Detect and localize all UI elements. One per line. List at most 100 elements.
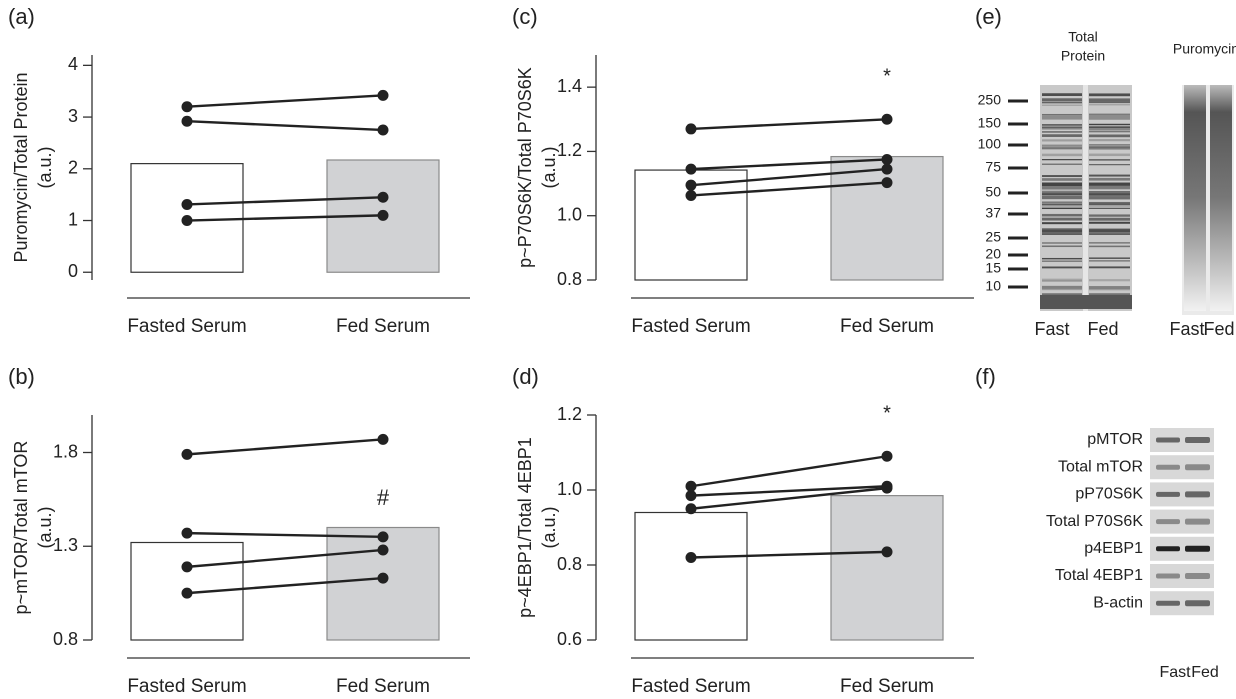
gel-band: [1042, 258, 1082, 259]
gel-band: [1089, 145, 1130, 146]
marker-label: 50: [985, 184, 1001, 200]
blot-band: [1156, 438, 1180, 443]
lane-label: Fed: [1087, 319, 1118, 339]
data-point: [378, 531, 389, 542]
blot-image: [1150, 428, 1214, 615]
y-axis-label: (a.u.): [35, 146, 55, 188]
chart-panel: (b)p~mTOR/Total mTOR(a.u.)0.81.31.8Faste…: [8, 364, 470, 697]
marker-tick: [1008, 213, 1028, 216]
gel-band: [1040, 295, 1132, 309]
x-tick-label: Fasted Serum: [631, 676, 750, 697]
y-axis-label: p~mTOR/Total mTOR: [11, 441, 31, 615]
marker-label: 250: [978, 92, 1002, 108]
gel-band: [1089, 203, 1130, 205]
lane-label: Fed: [1203, 319, 1234, 339]
bar: [831, 157, 943, 280]
blot-band: [1156, 601, 1180, 606]
x-tick-label: Fasted Serum: [127, 676, 246, 697]
row-label: Total mTOR: [1058, 458, 1143, 475]
gel-band: [1089, 164, 1130, 165]
gel-band: [1042, 178, 1082, 181]
gel-band: [1042, 105, 1082, 106]
bar: [327, 528, 439, 641]
y-tick-label: 1.0: [557, 479, 582, 499]
panel-label: (a): [8, 4, 35, 29]
y-tick-label: 4: [68, 54, 78, 74]
data-point: [182, 449, 193, 460]
data-point: [378, 434, 389, 445]
gel-band: [1089, 139, 1130, 141]
blot-band: [1185, 437, 1210, 443]
data-point: [686, 552, 697, 563]
gel-band: [1042, 214, 1082, 215]
lane-label: Fed: [1191, 664, 1219, 681]
gel-band: [1089, 266, 1130, 268]
paired-line: [691, 456, 887, 486]
gel-band: [1042, 245, 1082, 247]
blot-band: [1156, 465, 1180, 470]
gel-band: [1089, 148, 1130, 149]
row-label: B-actin: [1093, 594, 1143, 611]
gel-band: [1042, 145, 1082, 146]
gel-band: [1042, 196, 1082, 199]
y-tick-label: 0.6: [557, 629, 582, 649]
gel-band: [1042, 186, 1082, 189]
data-point: [182, 101, 193, 112]
blot-band: [1185, 464, 1210, 470]
data-point: [686, 123, 697, 134]
gel-band: [1089, 186, 1130, 189]
y-tick-label: 1.4: [557, 76, 582, 96]
blot-band: [1185, 573, 1210, 579]
data-point: [882, 164, 893, 175]
y-tick-label: 0.8: [53, 629, 78, 649]
data-point: [882, 114, 893, 125]
lane-label: Fast: [1159, 664, 1191, 681]
data-point: [378, 90, 389, 101]
chart-panel: (a)Puromycin/Total Protein(a.u.)01234Fas…: [8, 4, 470, 337]
marker-tick: [1008, 254, 1028, 257]
data-point: [378, 573, 389, 584]
blot-header: Protein: [1061, 48, 1105, 64]
figure: (a)Puromycin/Total Protein(a.u.)01234Fas…: [0, 0, 1236, 699]
gel-band: [1089, 192, 1130, 194]
data-point: [686, 180, 697, 191]
marker-label: 25: [985, 229, 1001, 245]
marker-tick: [1008, 144, 1028, 147]
x-tick-label: Fed Serum: [336, 316, 430, 337]
paired-line: [187, 439, 383, 454]
annotation: *: [883, 66, 891, 88]
gel-band: [1042, 286, 1082, 289]
y-axis-label: Puromycin/Total Protein: [11, 72, 31, 262]
data-point: [182, 588, 193, 599]
marker-label: 100: [978, 136, 1002, 152]
data-point: [882, 154, 893, 165]
gel-band: [1089, 242, 1130, 244]
x-tick-label: Fasted Serum: [127, 316, 246, 337]
gel-band: [1042, 159, 1082, 160]
y-axis-label: (a.u.): [539, 146, 559, 188]
gel-band: [1089, 222, 1130, 224]
gel-band: [1042, 183, 1082, 186]
gel-band: [1089, 202, 1130, 203]
data-point: [378, 192, 389, 203]
marker-tick: [1008, 268, 1028, 271]
gel-band: [1089, 134, 1130, 137]
gel-band: [1089, 218, 1130, 221]
marker-tick: [1008, 123, 1028, 126]
panel-label: (c): [512, 4, 538, 29]
chart-panel: (c)p~P70S6K/Total P70S6K(a.u.)0.81.01.21…: [512, 4, 974, 337]
gel-band: [1042, 124, 1082, 125]
data-point: [378, 545, 389, 556]
y-tick-label: 0: [68, 261, 78, 281]
gel-band: [1042, 202, 1082, 203]
gel-band: [1042, 261, 1082, 262]
gel-band: [1089, 159, 1130, 160]
bar: [635, 513, 747, 641]
blot-header: Puromycin: [1173, 41, 1236, 57]
data-point: [182, 561, 193, 572]
gel-band: [1042, 191, 1082, 192]
gel-band: [1089, 154, 1130, 156]
gel-band: [1042, 222, 1082, 224]
y-tick-label: 1: [68, 209, 78, 229]
gel-band: [1042, 192, 1082, 194]
